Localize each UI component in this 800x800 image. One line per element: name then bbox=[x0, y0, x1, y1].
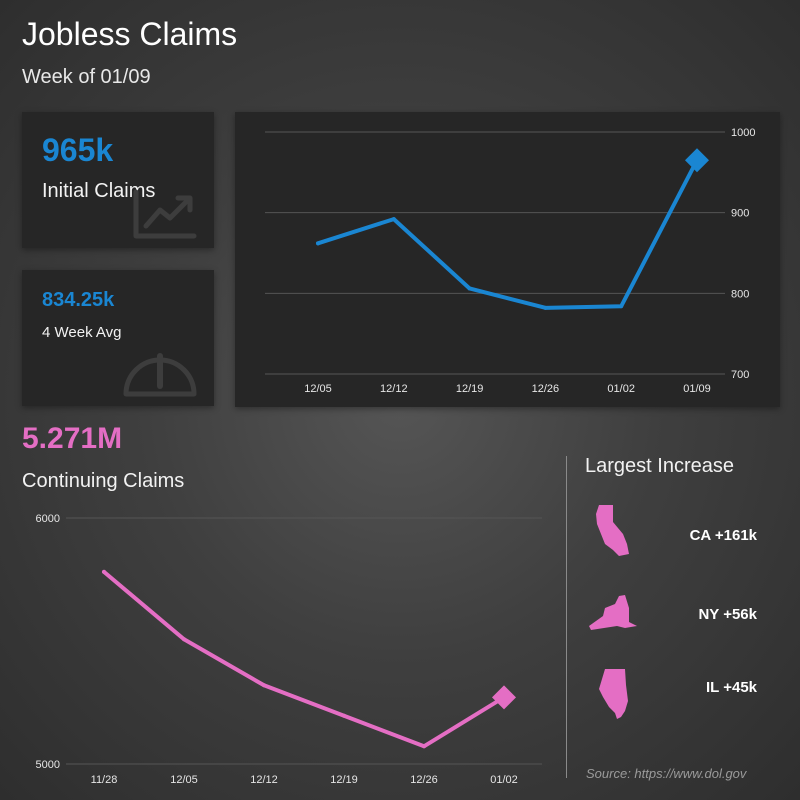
data-point bbox=[543, 305, 548, 310]
data-point-marker bbox=[492, 685, 516, 710]
y-tick-label: 700 bbox=[731, 369, 749, 381]
x-tick-label: 12/19 bbox=[330, 774, 358, 786]
source-note: Source: https://www.dol.gov bbox=[586, 766, 747, 781]
four-week-avg-card: 834.25k 4 Week Avg bbox=[22, 270, 214, 406]
gauge-icon bbox=[123, 353, 197, 397]
page-title: Jobless Claims bbox=[22, 16, 238, 52]
x-tick-label: 01/02 bbox=[607, 383, 635, 395]
x-tick-label: 12/26 bbox=[532, 383, 560, 395]
x-tick-label: 12/26 bbox=[410, 774, 438, 786]
four-week-avg-label: 4 Week Avg bbox=[42, 324, 122, 341]
x-tick-label: 12/05 bbox=[170, 774, 198, 786]
data-point bbox=[467, 286, 472, 291]
continuing-claims-label: Continuing Claims bbox=[22, 470, 185, 492]
continuing-claims-chart: 6000 5000 11/28 12/05 12/12 12/19 12/26 01/02 bbox=[36, 513, 542, 786]
y-tick-label: 6000 bbox=[36, 513, 60, 525]
data-point bbox=[262, 683, 266, 688]
data-point bbox=[422, 744, 426, 749]
continuing-claims-value: 5.271M bbox=[22, 422, 123, 455]
y-tick-label: 1000 bbox=[731, 127, 755, 139]
state-row-ny: NY +56k bbox=[585, 590, 765, 640]
y-tick-label: 800 bbox=[731, 288, 749, 300]
x-tick-label: 12/12 bbox=[380, 383, 408, 395]
initial-claims-label: Initial Claims bbox=[42, 180, 156, 202]
section-divider bbox=[566, 456, 567, 778]
new-york-icon bbox=[589, 595, 637, 630]
data-point bbox=[182, 637, 186, 642]
page-subtitle: Week of 01/09 bbox=[22, 66, 151, 88]
x-tick-label: 12/05 bbox=[304, 383, 332, 395]
x-tick-label: 12/12 bbox=[250, 774, 278, 786]
initial-claims-chart-card: 1000 900 800 700 12/05 12/12 12/19 12/26 01/02 01… bbox=[235, 112, 780, 407]
trend-chart-icon bbox=[133, 189, 197, 239]
data-point bbox=[316, 241, 320, 246]
four-week-avg-value: 834.25k bbox=[42, 289, 115, 311]
initial-claims-value: 965k bbox=[42, 132, 114, 168]
y-tick-label: 5000 bbox=[36, 759, 60, 771]
x-tick-label: 11/28 bbox=[91, 774, 118, 786]
data-point bbox=[102, 569, 106, 574]
x-tick-label: 01/02 bbox=[490, 774, 518, 786]
state-label-il: IL +45k bbox=[705, 679, 757, 696]
initial-claims-card: 965k Initial Claims bbox=[22, 112, 214, 248]
state-label-ny: NY +56k bbox=[698, 606, 757, 623]
illinois-icon bbox=[599, 669, 628, 719]
data-point bbox=[619, 304, 624, 309]
series-line bbox=[316, 158, 699, 310]
state-row-ca: CA +161k bbox=[585, 500, 765, 560]
data-point bbox=[342, 713, 346, 718]
initial-claims-chart: 1000 900 800 700 12/05 12/12 12/19 12/26 01/02 01… bbox=[265, 127, 755, 395]
series-line bbox=[102, 569, 506, 749]
state-label-ca: CA +161k bbox=[689, 527, 757, 544]
largest-increase-title: Largest Increase bbox=[585, 455, 734, 477]
data-point-marker bbox=[685, 148, 709, 173]
x-tick-label: 12/19 bbox=[456, 383, 484, 395]
data-point bbox=[391, 217, 396, 222]
california-icon bbox=[596, 505, 629, 556]
y-tick-label: 900 bbox=[731, 208, 749, 220]
state-row-il: IL +45k bbox=[585, 665, 765, 725]
x-tick-label: 01/09 bbox=[683, 383, 711, 395]
